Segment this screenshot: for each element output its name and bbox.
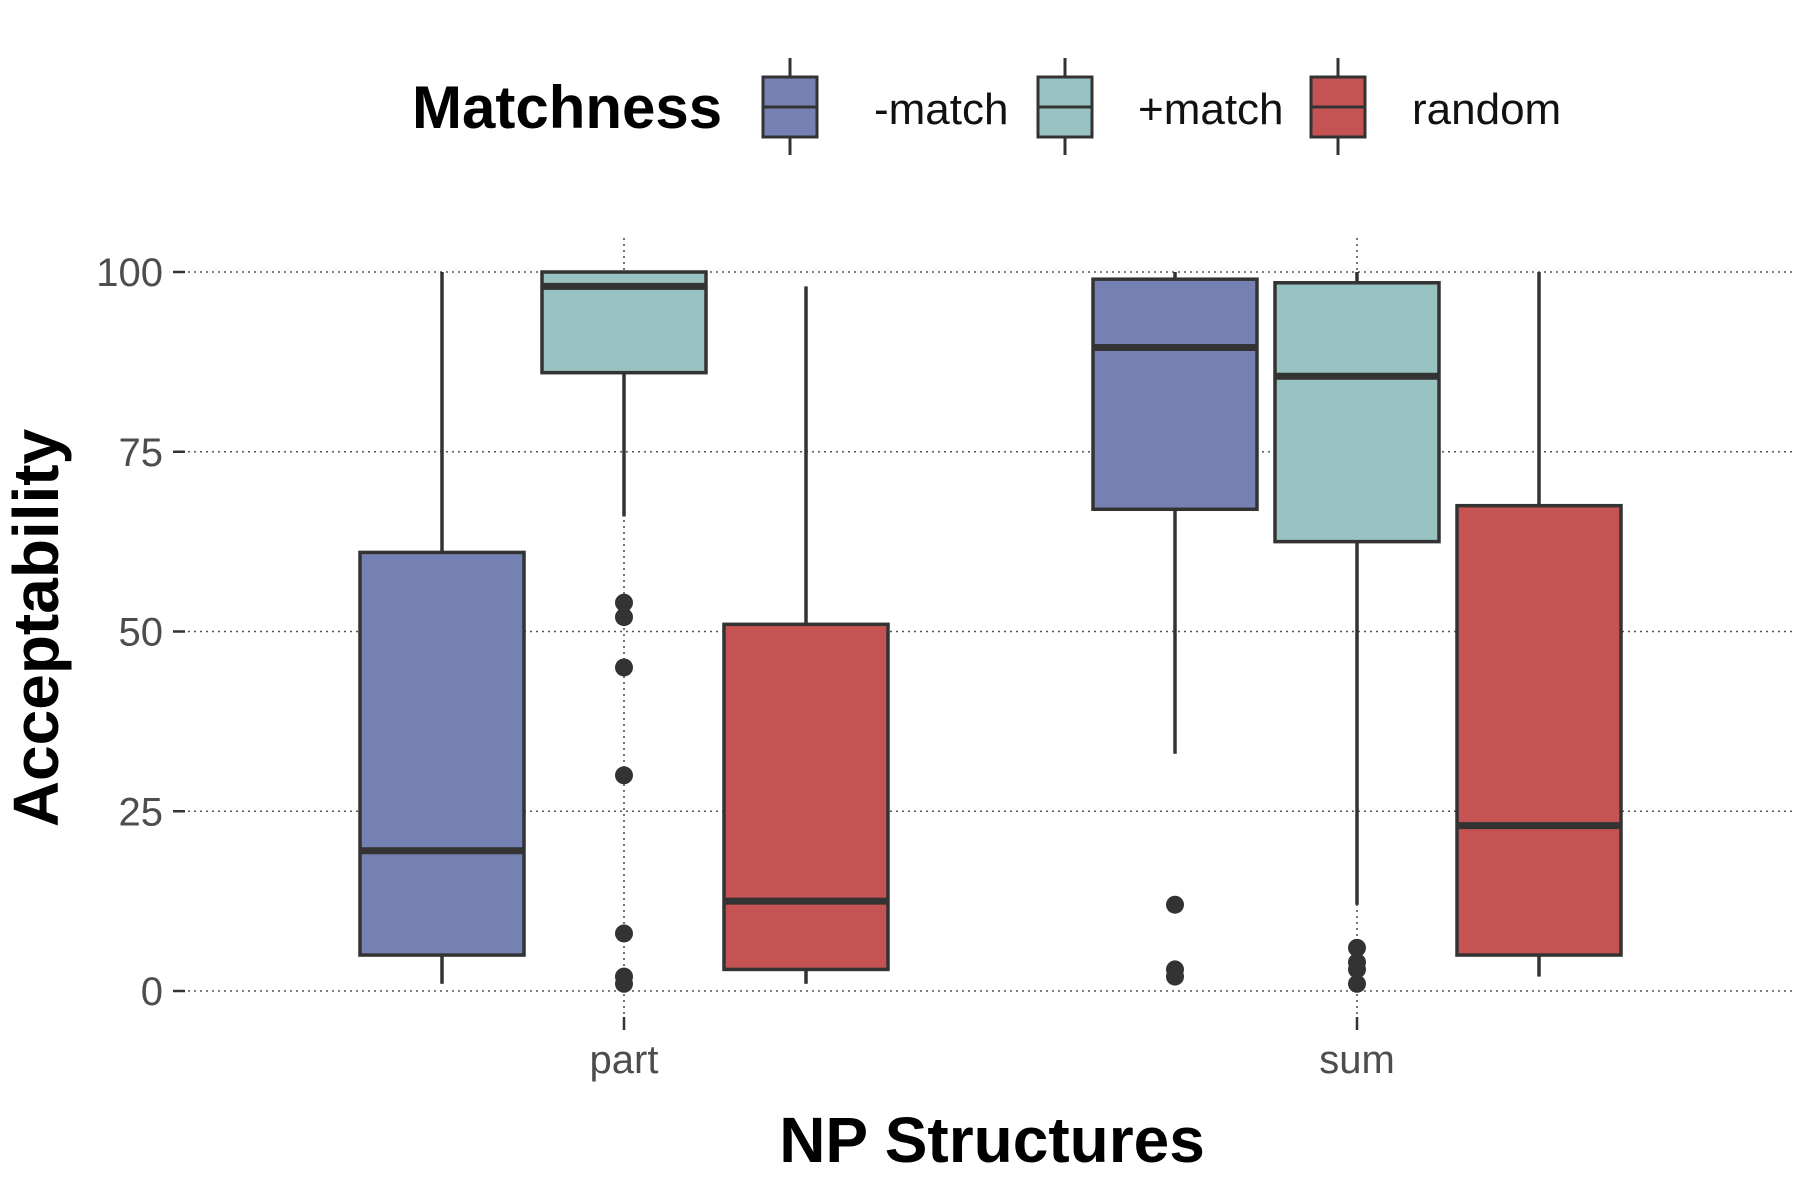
box-match-part — [540, 270, 708, 993]
box-match-part — [358, 272, 526, 984]
legend-title: Matchness — [412, 74, 722, 141]
box-iqr — [1091, 277, 1259, 512]
legend-label: +match — [1138, 85, 1284, 134]
outlier-point — [1348, 938, 1366, 957]
box-match-sum — [1091, 272, 1259, 986]
box-iqr — [1273, 281, 1441, 544]
axes: 0 25 50 75 100 part sum — [96, 251, 1395, 1082]
outlier-point — [615, 608, 633, 627]
box-match-sum — [1273, 272, 1441, 993]
box-iqr — [1455, 503, 1623, 957]
outlier-point — [1348, 974, 1366, 993]
x-tick-label: sum — [1319, 1038, 1395, 1082]
boxes — [358, 270, 1623, 993]
outlier-point — [615, 593, 633, 612]
x-tick-label: part — [590, 1038, 659, 1082]
outlier-point — [1166, 895, 1184, 914]
y-tick-label: 0 — [141, 970, 163, 1014]
legend-label: -match — [874, 85, 1008, 134]
outlier-point — [1348, 960, 1366, 979]
box-random-sum — [1455, 272, 1623, 977]
outlier-point — [1166, 967, 1184, 986]
y-axis-title: Acceptability — [0, 428, 72, 827]
outlier-point — [615, 766, 633, 785]
legend-key-match — [1036, 58, 1094, 155]
legend-key-random — [1309, 58, 1367, 155]
legend-label: random — [1412, 85, 1561, 134]
y-tick-label: 50 — [119, 611, 164, 655]
legend: Matchness -match +match random — [412, 58, 1561, 155]
y-tick-label: 25 — [119, 790, 164, 834]
box-iqr — [358, 550, 526, 957]
outlier-point — [615, 924, 633, 943]
outlier-point — [615, 974, 633, 993]
y-tick-label: 100 — [96, 251, 163, 295]
outlier-point — [615, 658, 633, 677]
legend-key-match — [761, 58, 819, 155]
box-iqr — [722, 622, 890, 972]
y-tick-label: 75 — [119, 431, 164, 475]
x-axis-title: NP Structures — [779, 1104, 1205, 1176]
box-random-part — [722, 286, 890, 984]
